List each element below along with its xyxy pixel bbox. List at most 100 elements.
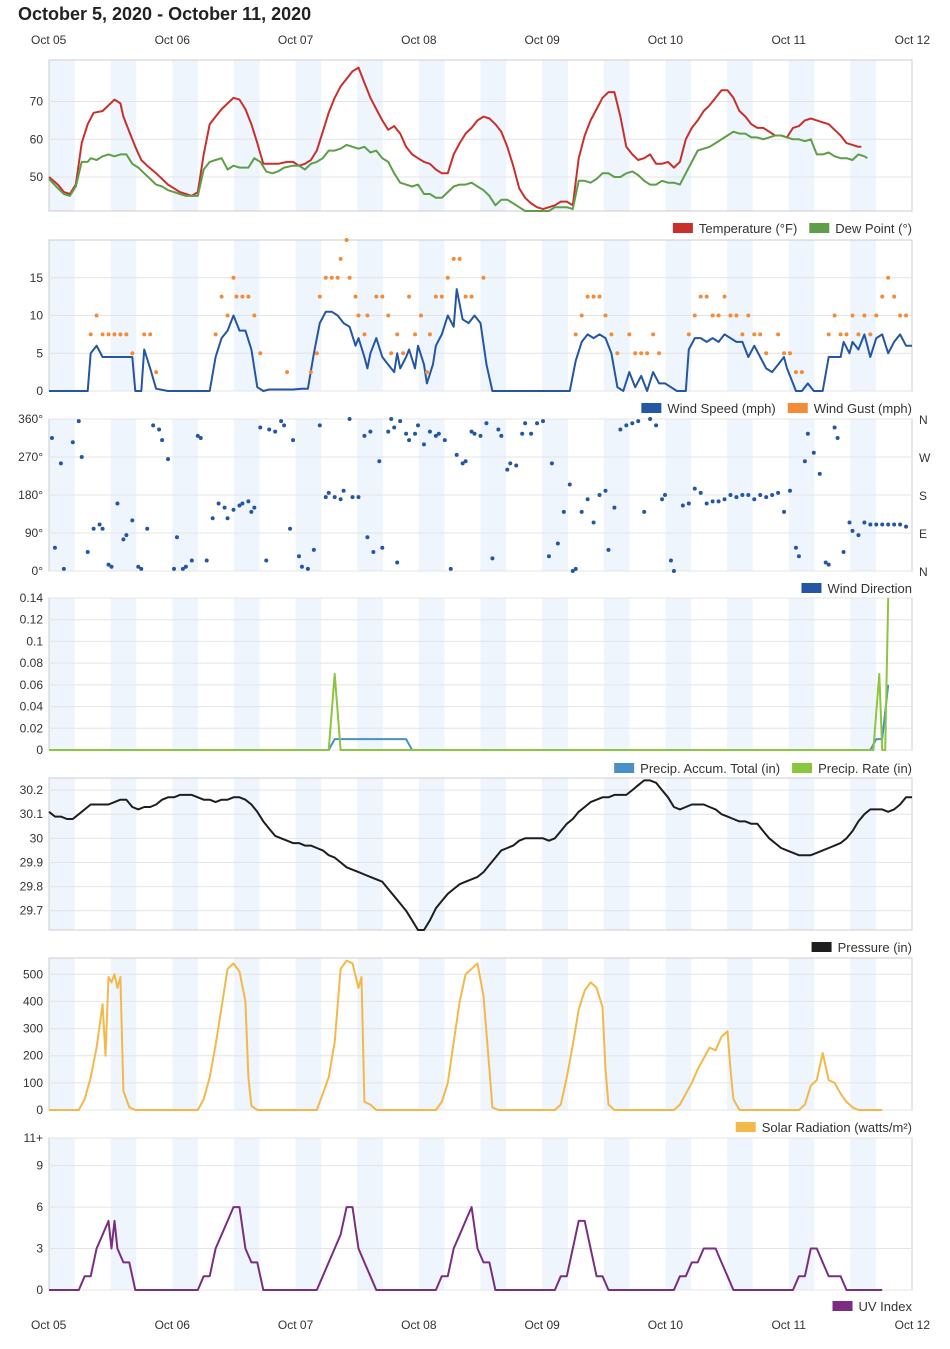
data-point [436,431,441,436]
data-point [323,275,328,280]
data-point [317,423,322,428]
time-band [172,1138,198,1290]
data-point [121,537,126,542]
data-point [624,423,629,428]
time-band [357,598,383,750]
legend[interactable]: Wind Direction [801,581,912,596]
data-point [862,313,867,318]
data-point [764,351,769,356]
data-point [716,313,721,318]
data-point [710,313,715,318]
legend[interactable]: Dew Point (°) Temperature (°F) [672,221,912,236]
time-band [788,598,815,750]
data-point [499,433,504,438]
y-tick-label: 9 [36,1159,43,1173]
data-point [100,526,105,531]
data-point [421,442,426,447]
time-band [418,598,445,750]
data-point [246,294,251,299]
legend[interactable]: UV Index [832,1299,913,1314]
data-point [240,501,245,506]
data-point [231,507,236,512]
legend-swatch [801,583,822,593]
data-point [401,351,406,356]
time-band [418,778,445,930]
data-point [130,518,135,523]
chart-pressure: 29.7 29.8 29.9 30 30.1 30.2 Pressure (in) [20,777,913,955]
data-point [365,535,370,540]
data-point [118,332,123,337]
data-point [124,332,129,337]
data-point [91,526,96,531]
legend-swatch [811,942,832,952]
data-point [124,533,129,538]
data-point [636,419,641,424]
data-point [585,497,590,502]
legend[interactable]: Wind Gust (mph) Wind Speed (mph) [641,401,912,416]
time-band [603,1138,630,1290]
data-point [52,545,57,550]
time-band [295,598,322,750]
data-point [445,275,450,280]
data-point [154,370,159,375]
data-point [686,332,691,337]
y-tick-label: 0.04 [20,700,44,714]
y-tick-label: 70 [30,95,44,109]
y-tick-label: 0.08 [20,656,44,670]
x-tick-label: Oct 11 [771,1318,806,1332]
time-band [295,1138,322,1290]
data-point [204,558,209,563]
data-point [862,520,867,525]
x-tick-label: Oct 08 [401,33,437,47]
time-band [49,60,75,211]
x-tick-label: Oct 07 [278,1318,314,1332]
data-point [490,556,495,561]
y-tick-label: 0 [36,1283,43,1297]
data-point [296,554,301,559]
data-point [615,351,620,356]
data-point [234,294,239,299]
x-axis-top: Oct 05 Oct 06 Oct 07 Oct 08 Oct 09 Oct 10 Oct … [31,33,930,47]
data-point [817,471,822,476]
legend-label: Dew Point (°) [835,221,912,236]
data-point [299,564,304,569]
legend[interactable]: Pressure (in) [811,940,912,955]
time-band [480,778,507,930]
time-band [788,1138,815,1290]
data-point [642,509,647,514]
legend-swatch [735,1122,756,1132]
data-point [549,461,554,466]
y-tick-label: 11+ [24,1131,43,1145]
data-point [540,419,545,424]
y-tick-label: 300 [23,1022,43,1036]
data-point [160,438,165,443]
data-point [904,313,909,318]
data-point [392,425,397,430]
y-right-tick-label: N [919,413,928,427]
legend-swatch [787,403,808,413]
x-tick-label: Oct 10 [648,1318,684,1332]
y-right-tick-label: W [919,451,931,465]
data-point [317,294,322,299]
series-line [48,130,868,212]
time-band [788,958,815,1110]
data-point [618,427,623,432]
time-band [233,1138,260,1290]
data-point [451,256,456,261]
data-point [240,294,245,299]
time-band [49,598,75,750]
data-point [115,501,120,506]
data-point [418,313,423,318]
data-point [249,509,254,514]
data-point [770,493,775,497]
legend[interactable]: Precip. Rate (in) Precip. Accum. Total (i… [614,761,912,776]
data-point [404,431,409,436]
legend[interactable]: Solar Radiation (watts/m²) [735,1120,912,1135]
time-band [357,60,383,211]
y-tick-label: 29.7 [20,904,44,918]
time-band [480,1138,507,1290]
data-point [746,313,751,318]
time-band [110,60,137,211]
data-point [496,427,501,432]
time-band [418,1138,445,1290]
